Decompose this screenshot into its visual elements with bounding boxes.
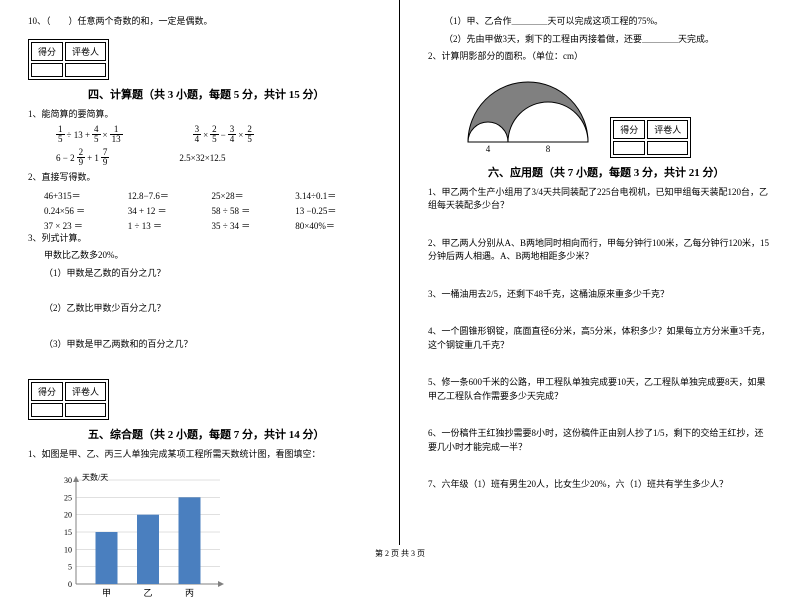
- bar-chart: 051015202530天数/天甲乙丙: [48, 472, 228, 602]
- grader-label: 评卷人: [65, 42, 106, 61]
- page-footer: 第 2 页 共 3 页: [0, 548, 800, 559]
- sec4-q3: 3、列式计算。: [28, 232, 371, 246]
- expr-1a: 15 ÷ 13 + 45 × 113: [56, 125, 123, 144]
- sec4-q1: 1、能简算的要简算。: [28, 108, 371, 122]
- grid-cell: 34 + 12 ＝: [128, 204, 204, 217]
- grid-cell: 35 ÷ 34 ＝: [212, 219, 288, 232]
- grader-label: 评卷人: [65, 382, 106, 401]
- score-label: 得分: [31, 42, 63, 61]
- grid-cell: 1 ÷ 13 ＝: [128, 219, 204, 232]
- arc-figure: 48: [448, 72, 608, 152]
- svg-text:5: 5: [68, 562, 72, 571]
- expr-2a: 6 − 229 + 179: [56, 148, 109, 167]
- q3-1: （1）甲数是乙数的百分之几？: [44, 267, 371, 281]
- sec4-q2: 2、直接写得数。: [28, 171, 371, 185]
- app-q1: 1、甲乙两个生产小组用了3/4天共同装配了225台电视机，已知甲组每天装配120…: [428, 186, 772, 213]
- app-q7: 7、六年级（1）班有男生20人，比女生少20%，六（1）班共有学生多少人？: [428, 478, 772, 492]
- grader-label: 评卷人: [647, 120, 688, 139]
- expr-2b: 2.5×32×12.5: [179, 153, 225, 163]
- grid-cell: 58 ÷ 58 ＝: [212, 204, 288, 217]
- expr-1b: 34 × 25 − 34 × 25: [193, 125, 254, 144]
- grid-cell: 13 −0.25＝: [295, 204, 371, 217]
- score-box-4: 得分 评卷人: [28, 39, 109, 80]
- svg-text:30: 30: [64, 476, 72, 485]
- score-label: 得分: [31, 382, 63, 401]
- grid-cell: 80×40%＝: [295, 219, 371, 232]
- q10: 10、（ ）任意两个奇数的和，一定是偶数。: [28, 15, 371, 29]
- app-q5: 5、修一条600千米的公路，甲工程队单独完成要10天，乙工程队单独完成要8天，如…: [428, 376, 772, 403]
- left-column: 10、（ ）任意两个奇数的和，一定是偶数。 得分 评卷人 四、计算题（共 3 小…: [0, 0, 400, 545]
- expr-row-2: 6 − 229 + 179 2.5×32×12.5: [56, 148, 371, 167]
- app-q2: 2、甲乙两人分别从A、B两地同时相向而行，甲每分钟行100米，乙每分钟行120米…: [428, 237, 772, 264]
- svg-text:25: 25: [64, 493, 72, 502]
- r-sub1: （1）甲、乙合作＿＿＿＿天可以完成这项工程的75%。: [444, 15, 772, 29]
- svg-text:天数/天: 天数/天: [82, 472, 108, 482]
- svg-text:15: 15: [64, 528, 72, 537]
- q3-3: （3）甲数是甲乙两数和的百分之几？: [44, 338, 371, 352]
- sec5-q1: 1、如图是甲、乙、丙三人单独完成某项工程所需天数统计图，看图填空：: [28, 448, 371, 462]
- app-q6: 6、一份稿件王红独抄需要8小时，这份稿件正由别人抄了1/5，剩下的交给王红抄，还…: [428, 427, 772, 454]
- q3-2: （2）乙数比甲数少百分之几？: [44, 302, 371, 316]
- grid-cell: 12.8−7.6＝: [128, 189, 204, 202]
- score-box-6: 得分 评卷人: [610, 117, 691, 158]
- section-4-title: 四、计算题（共 3 小题，每题 5 分，共计 15 分）: [88, 86, 371, 102]
- app-q4: 4、一个圆锥形钢锭，底面直径6分米，高5分米，体积多少？如果每立方分米重3千克，…: [428, 325, 772, 352]
- svg-text:甲: 甲: [102, 588, 111, 598]
- svg-text:乙: 乙: [143, 588, 152, 598]
- grid-cell: 25×28＝: [212, 189, 288, 202]
- score-label: 得分: [613, 120, 645, 139]
- calc-grid: 46+315＝ 12.8−7.6＝ 25×28＝ 3.14÷0.1＝ 0.24×…: [44, 189, 371, 232]
- expr-row-1: 15 ÷ 13 + 45 × 113 34 × 25 − 34 × 25: [56, 125, 371, 144]
- right-column: （1）甲、乙合作＿＿＿＿天可以完成这项工程的75%。 （2）先由甲做3天，剩下的…: [400, 0, 800, 545]
- grid-cell: 0.24×56 ＝: [44, 204, 120, 217]
- svg-text:20: 20: [64, 510, 72, 519]
- r-q2: 2、计算阴影部分的面积。（单位：cm）: [428, 50, 772, 64]
- grid-cell: 46+315＝: [44, 189, 120, 202]
- grid-cell: 3.14÷0.1＝: [295, 189, 371, 202]
- svg-text:8: 8: [546, 144, 551, 152]
- app-q3: 3、一桶油用去2/5，还剩下48千克，这桶油原来重多少千克？: [428, 288, 772, 302]
- section-5-title: 五、综合题（共 2 小题，每题 7 分，共计 14 分）: [88, 426, 371, 442]
- grid-cell: 37 × 23 ＝: [44, 219, 120, 232]
- q3-pre: 甲数比乙数多20%。: [44, 249, 371, 263]
- score-box-5: 得分 评卷人: [28, 379, 109, 420]
- svg-text:丙: 丙: [185, 588, 194, 598]
- svg-text:4: 4: [486, 144, 491, 152]
- r-sub2: （2）先由甲做3天，剩下的工程由丙接着做，还要＿＿＿＿天完成。: [444, 33, 772, 47]
- svg-text:0: 0: [68, 580, 72, 589]
- section-6-title: 六、应用题（共 7 小题，每题 3 分，共计 21 分）: [488, 164, 772, 180]
